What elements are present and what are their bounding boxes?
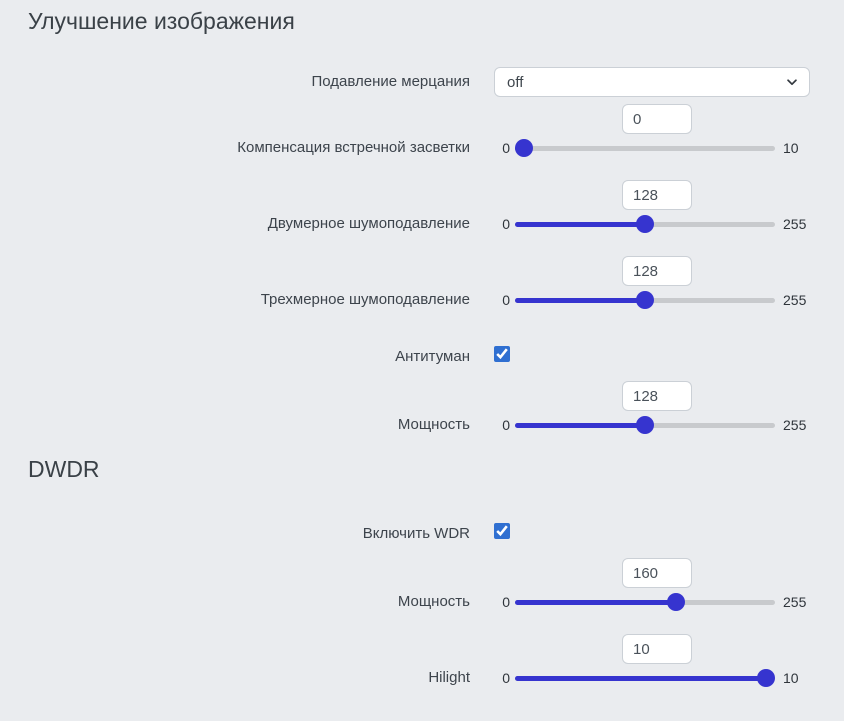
antifog-power-label: Мощность [397, 416, 470, 433]
hilight-row: Hilight 0 10 [28, 634, 816, 687]
hilight-slider[interactable] [515, 669, 775, 687]
slider-thumb[interactable] [757, 669, 775, 687]
slider-fill [515, 422, 646, 428]
noise-reduction-3d-label: Трехмерное шумоподавление [260, 291, 470, 308]
slider-max-label: 10 [783, 140, 799, 156]
dwdr-section-title: DWDR [28, 456, 100, 482]
flicker-suppression-select[interactable]: off [494, 67, 810, 97]
noise-reduction-2d-row: Двумерное шумоподавление 0 255 [28, 180, 816, 233]
backlight-compensation-value-input[interactable] [622, 104, 692, 134]
slider-min-label: 0 [502, 417, 510, 433]
slider-min-label: 0 [502, 140, 510, 156]
antifog-power-row: Мощность 0 255 [28, 381, 816, 434]
slider-min-label: 0 [502, 292, 510, 308]
wdr-enable-checkbox[interactable] [494, 523, 510, 539]
antifog-power-slider[interactable] [515, 416, 775, 434]
slider-max-label: 255 [783, 216, 807, 232]
slider-max-label: 10 [783, 670, 799, 686]
backlight-compensation-label: Компенсация встречной засветки [237, 139, 470, 156]
slider-min-label: 0 [502, 670, 510, 686]
noise-reduction-2d-slider[interactable] [515, 215, 775, 233]
wdr-power-slider[interactable] [515, 593, 775, 611]
antifog-row: Антитуман [28, 346, 816, 367]
slider-thumb[interactable] [636, 416, 655, 434]
slider-max-label: 255 [783, 594, 807, 610]
flicker-suppression-label: Подавление мерцания [311, 73, 471, 90]
antifog-power-value-input[interactable] [622, 381, 692, 411]
hilight-label: Hilight [428, 669, 470, 686]
backlight-compensation-row: Компенсация встречной засветки 0 10 [28, 104, 816, 157]
slider-max-label: 255 [783, 292, 807, 308]
wdr-enable-row: Включить WDR [28, 523, 816, 544]
flicker-suppression-row: Подавление мерцания off [28, 67, 816, 97]
wdr-power-label: Мощность [397, 593, 470, 610]
antifog-label: Антитуман [395, 347, 470, 365]
slider-max-label: 255 [783, 417, 807, 433]
noise-reduction-3d-row: Трехмерное шумоподавление 0 255 [28, 256, 816, 309]
slider-min-label: 0 [502, 216, 510, 232]
slider-thumb[interactable] [636, 215, 655, 233]
wdr-power-row: Мощность 0 255 [28, 558, 816, 611]
slider-thumb[interactable] [666, 593, 685, 611]
flicker-suppression-select-wrap: off [494, 67, 810, 97]
slider-fill [515, 675, 766, 681]
noise-reduction-3d-slider[interactable] [515, 291, 775, 309]
noise-reduction-2d-value-input[interactable] [622, 180, 692, 210]
noise-reduction-2d-label: Двумерное шумоподавление [267, 215, 470, 232]
slider-min-label: 0 [502, 594, 510, 610]
backlight-compensation-slider[interactable] [515, 139, 775, 157]
image-enhancement-settings-page: Улучшение изображения Подавление мерцани… [28, 8, 816, 687]
wdr-enable-label: Включить WDR [362, 524, 470, 542]
noise-reduction-3d-value-input[interactable] [622, 256, 692, 286]
slider-fill [515, 297, 646, 303]
wdr-power-value-input[interactable] [622, 558, 692, 588]
slider-fill [515, 221, 646, 227]
slider-thumb[interactable] [515, 139, 533, 157]
page-title: Улучшение изображения [28, 8, 295, 34]
hilight-value-input[interactable] [622, 634, 692, 664]
antifog-checkbox[interactable] [494, 346, 510, 362]
slider-thumb[interactable] [636, 291, 655, 309]
slider-fill [515, 599, 676, 605]
